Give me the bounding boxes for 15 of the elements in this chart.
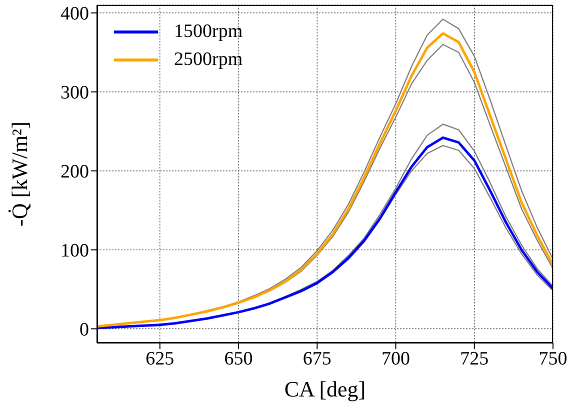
y-tick-label: 200 — [60, 162, 89, 183]
x-axis-title: CA [deg] — [284, 376, 366, 402]
x-tick-label: 650 — [224, 348, 253, 370]
x-tick-label: 750 — [538, 348, 568, 370]
legend-label: 1500rpm — [174, 21, 243, 43]
legend-label: 2500rpm — [174, 49, 243, 71]
y-tick-label: 300 — [60, 82, 89, 104]
x-tick-label: 700 — [382, 348, 410, 370]
x-tick-label: 725 — [460, 348, 489, 370]
y-axis-title: -Q̇ [kW/m²] — [7, 122, 32, 226]
y-tick-label: 400 — [60, 4, 89, 25]
y-tick-label: 0 — [80, 320, 89, 341]
y-tick-label: 100 — [60, 240, 89, 262]
x-tick-label: 675 — [302, 348, 332, 370]
x-tick-label: 625 — [146, 348, 174, 370]
